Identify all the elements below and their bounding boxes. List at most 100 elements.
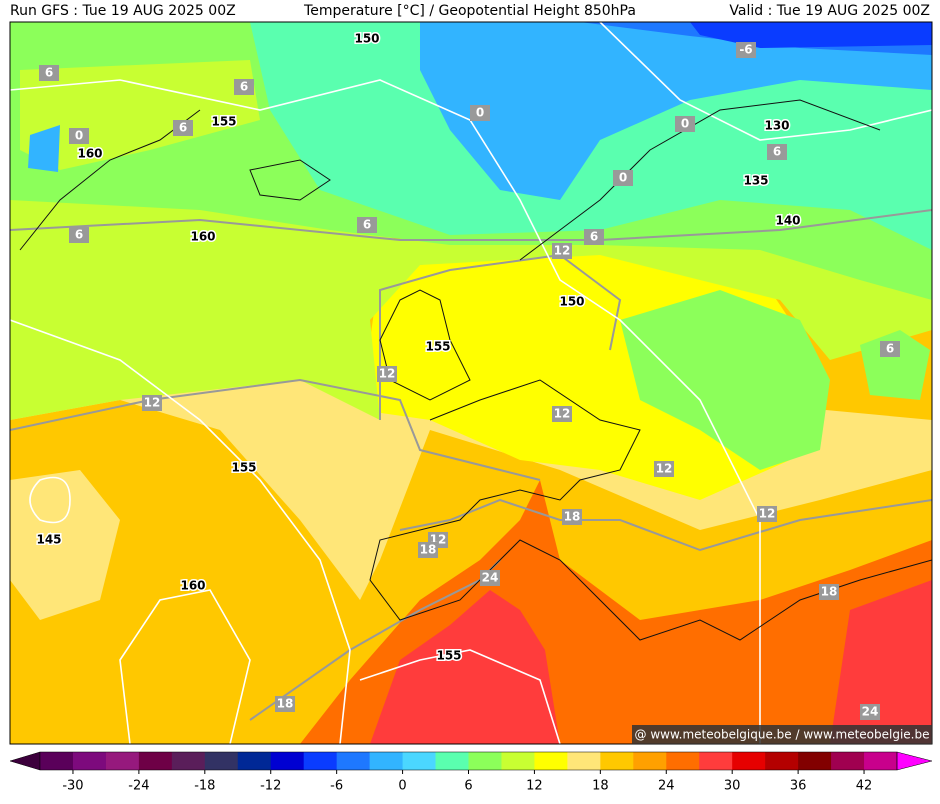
isotherm-label: 12 <box>554 244 571 258</box>
colorbar-segment <box>501 752 535 770</box>
watermark-box <box>632 725 932 744</box>
colorbar-segment <box>402 752 437 770</box>
run-label: Run GFS : Tue 19 AUG 2025 00Z <box>10 3 236 19</box>
isotherm-label: 6 <box>240 80 248 94</box>
colorbar-segment <box>204 752 239 770</box>
isotherm-label-box <box>552 243 572 259</box>
colorbar-tick-label: -12 <box>260 779 281 794</box>
colorbar-segment <box>336 752 371 770</box>
isotherm-label: 12 <box>656 462 673 476</box>
isotherm-label-box <box>552 406 572 422</box>
isotherm-label: 12 <box>379 367 396 381</box>
isotherm-label-box <box>377 366 397 382</box>
colorbar-tick-label: -18 <box>194 779 215 794</box>
height-label: 150 <box>354 32 379 46</box>
height-label: 155 <box>231 461 256 475</box>
colorbar-segment <box>699 752 733 770</box>
colorbar-segment <box>105 752 140 770</box>
map <box>10 22 932 744</box>
isotherm-label-box <box>767 144 787 160</box>
isotherm-label-box <box>736 42 756 58</box>
isotherm-label: 18 <box>420 543 437 557</box>
colorbar-segment <box>435 752 469 770</box>
isotherm-label: 12 <box>554 407 571 421</box>
isotherm-label-box <box>142 395 162 411</box>
colorbar-tick-label: 12 <box>526 779 543 794</box>
colorbar-segment <box>138 752 173 770</box>
colorbar-tick-label: -30 <box>62 779 83 794</box>
colorbar-tick-label: 30 <box>724 779 741 794</box>
isotherm-label: 6 <box>179 121 187 135</box>
isotherm-label: 12 <box>144 396 161 410</box>
colorbar-segment <box>303 752 338 770</box>
isotherm-label-box <box>470 105 490 121</box>
isotherm-label: -6 <box>739 43 752 57</box>
colorbar-tick-label: -6 <box>330 779 343 794</box>
isotherm-label-box <box>69 227 89 243</box>
isotherm-label-box <box>39 65 59 81</box>
height-label: 150 <box>559 295 584 309</box>
isotherm-label: 18 <box>821 585 838 599</box>
isotherm-label-box <box>173 120 193 136</box>
colorbar-segment <box>633 752 667 770</box>
isotherm-label-box <box>357 217 377 233</box>
isotherm-label: 0 <box>476 106 484 120</box>
colorbar-segment <box>798 752 832 770</box>
height-label: 130 <box>764 119 789 133</box>
isotherm-label: 0 <box>619 171 627 185</box>
isotherm-label-box <box>584 229 604 245</box>
height-label: 160 <box>180 579 205 593</box>
colorbar-tick-label: 18 <box>592 779 609 794</box>
isotherm-label: 6 <box>363 218 371 232</box>
isotherm-label-box <box>418 542 438 558</box>
colorbar-segment <box>369 752 404 770</box>
isotherm-label: 6 <box>45 66 53 80</box>
height-label: 155 <box>425 340 450 354</box>
colorbar-segment <box>831 752 865 770</box>
isotherm-label-box <box>69 128 89 144</box>
colorbar-tick-label: 36 <box>790 779 807 794</box>
isotherm-label-box <box>860 704 880 720</box>
height-label: 135 <box>743 174 768 188</box>
colorbar-segment <box>237 752 272 770</box>
colorbar-segment <box>600 752 634 770</box>
isotherm-label: 0 <box>681 117 689 131</box>
colorbar-segment <box>666 752 700 770</box>
watermark: @ www.meteobelgique.be / www.meteobelgie… <box>635 728 930 742</box>
height-label: 155 <box>211 115 236 129</box>
colorbar-segment <box>468 752 502 770</box>
isotherm-label: 6 <box>590 230 598 244</box>
isotherm-label: 24 <box>482 571 499 585</box>
isotherm-label-box <box>654 461 674 477</box>
colorbar-segment <box>270 752 305 770</box>
colorbar-segment <box>567 752 601 770</box>
isotherm-label-box <box>675 116 695 132</box>
height-label: 160 <box>190 230 215 244</box>
isotherm-label-box <box>562 509 582 525</box>
isotherm-label: 24 <box>862 705 879 719</box>
colorbar-tick-label: 0 <box>398 779 406 794</box>
height-label: 160 <box>77 147 102 161</box>
isotherm-label-box <box>234 79 254 95</box>
colorbar-arrow <box>896 751 933 771</box>
colorbar-segment <box>864 752 898 770</box>
colorbar-segment <box>171 752 206 770</box>
isotherm-label-box <box>757 506 777 522</box>
height-label: 140 <box>775 214 800 228</box>
isotherm-label: 6 <box>886 342 894 356</box>
valid-label: Valid : Tue 19 AUG 2025 00Z <box>729 3 930 19</box>
colorbar-tick-label: -24 <box>128 779 149 794</box>
map-title: Temperature [°C] / Geopotential Height 8… <box>303 3 636 19</box>
isotherm-label: 0 <box>75 129 83 143</box>
isotherm-label: 6 <box>773 145 781 159</box>
isotherm-label-box <box>613 170 633 186</box>
isotherm-label: 12 <box>759 507 776 521</box>
height-label: 145 <box>36 533 61 547</box>
isotherm-label: 18 <box>564 510 581 524</box>
isotherm-label-box <box>275 696 295 712</box>
isotherm-label: 6 <box>75 228 83 242</box>
colorbar-arrow <box>9 751 41 771</box>
colorbar-tick-label: 6 <box>464 779 472 794</box>
colorbar-segment <box>765 752 799 770</box>
